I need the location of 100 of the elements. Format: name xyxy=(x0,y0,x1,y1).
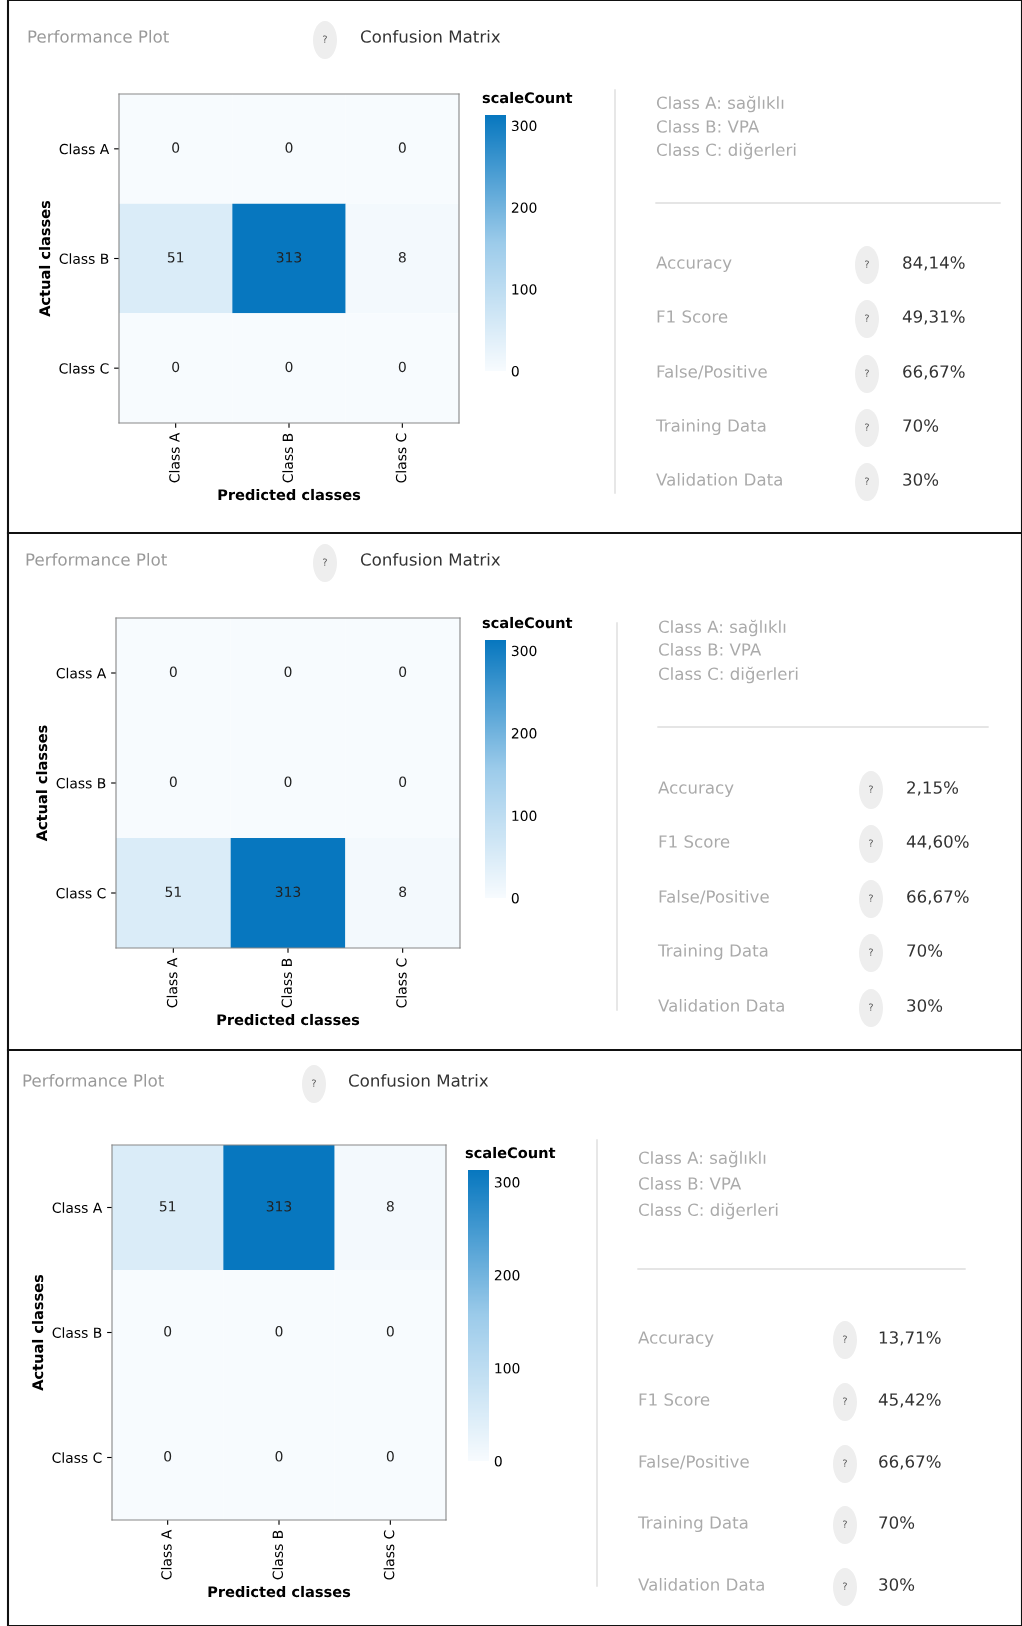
data-label: 8 xyxy=(398,252,406,263)
category-label: Training Data xyxy=(655,418,766,436)
category-label: False/Positive xyxy=(657,364,767,380)
color-bar-label: 200 xyxy=(511,202,537,213)
y-tick-label: Class B xyxy=(52,1327,102,1338)
y-tick-label: Class B xyxy=(56,777,106,789)
color-bar-label: 100 xyxy=(495,1363,520,1374)
text: 66,67% xyxy=(907,890,969,905)
y-tick-label: Class A xyxy=(59,143,110,155)
y-axis-title: Actual classes xyxy=(35,725,48,842)
color-bar-label: 100 xyxy=(512,810,537,822)
color-bar-label: 300 xyxy=(511,120,537,132)
text: Class C: diğerleri xyxy=(658,666,798,684)
text: ? xyxy=(843,1335,847,1343)
text: 66,67% xyxy=(903,365,965,380)
data-label: 0 xyxy=(399,666,407,678)
text: ? xyxy=(843,1397,847,1405)
text: 30% xyxy=(879,1578,915,1591)
y-tick-label: Class C xyxy=(56,887,106,899)
data-label: 0 xyxy=(284,776,292,788)
data-label: 0 xyxy=(275,1326,283,1337)
text: ? xyxy=(323,558,327,566)
x-tick-label: Class B xyxy=(282,433,294,483)
text: 66,67% xyxy=(879,1455,941,1470)
data-label: 0 xyxy=(398,361,406,373)
y-tick-label: Class A xyxy=(52,1202,103,1213)
chart-title: Confusion Matrix xyxy=(360,29,501,43)
data-label: 313 xyxy=(266,1201,292,1212)
text: ? xyxy=(312,1079,316,1087)
data-label: 0 xyxy=(172,142,180,153)
x-axis-title: Predicted classes xyxy=(208,1585,351,1598)
x-tick-label: Class C xyxy=(383,1530,395,1580)
text: ? xyxy=(869,839,873,847)
x-tick-label: Class A xyxy=(166,957,178,1008)
text: ? xyxy=(843,1520,847,1528)
color-bar-title: scaleCount xyxy=(482,91,573,104)
y-tick-label: Class B xyxy=(59,253,109,264)
x-tick-label: Class C xyxy=(395,433,407,483)
text: 70% xyxy=(879,1516,915,1529)
x-tick-label: Class B xyxy=(281,958,293,1008)
y-tick-label: Class C xyxy=(52,1452,102,1463)
data-label: 51 xyxy=(167,252,184,263)
data-label: 313 xyxy=(275,886,301,898)
category-label: Validation Data xyxy=(656,472,782,486)
color-bar-label: 0 xyxy=(511,892,519,904)
data-label: 0 xyxy=(169,776,177,788)
text: 2,15% xyxy=(907,781,959,796)
x-tick-label: Class B xyxy=(272,1530,284,1580)
text: 13,71% xyxy=(879,1331,941,1346)
data-label: 0 xyxy=(386,1451,394,1462)
data-label: 0 xyxy=(386,1326,394,1337)
text: Class A: sağlıklı xyxy=(656,95,784,113)
data-label: 51 xyxy=(159,1201,176,1212)
chart-title: Confusion Matrix xyxy=(360,552,501,566)
text: Performance Plot xyxy=(28,29,169,43)
data-label: 0 xyxy=(398,142,406,153)
y-tick-label: Class C xyxy=(59,362,109,374)
color-bar-label: 200 xyxy=(511,728,537,739)
data-label: 0 xyxy=(169,666,177,678)
text: Class C: diğerleri xyxy=(656,142,796,160)
text: ? xyxy=(869,1003,873,1011)
category-label: Training Data xyxy=(637,1515,748,1533)
category-label: False/Positive xyxy=(639,1454,749,1470)
text: 30% xyxy=(903,473,939,486)
data-label: 0 xyxy=(399,776,407,788)
text: Class A: sağlıklı xyxy=(638,1150,766,1168)
text: 49,31% xyxy=(902,310,965,325)
text: Performance Plot xyxy=(26,552,167,566)
category-label: False/Positive xyxy=(659,889,769,905)
text: ? xyxy=(865,260,869,268)
color-bar-label: 0 xyxy=(494,1455,502,1467)
data-label: 8 xyxy=(399,886,407,898)
data-label: 51 xyxy=(165,886,181,898)
text: 45,42% xyxy=(878,1393,941,1408)
color-bar-label: 300 xyxy=(511,645,537,657)
text: ? xyxy=(869,948,873,956)
color-bar-label: 100 xyxy=(512,284,537,295)
data-label: 0 xyxy=(275,1451,283,1462)
x-axis-title: Predicted classes xyxy=(218,488,361,501)
x-tick-label: Class C xyxy=(395,958,407,1008)
text: ? xyxy=(865,423,869,431)
color-bar-label: 0 xyxy=(511,365,519,377)
text: ? xyxy=(323,35,327,43)
text: Class B: VPA xyxy=(638,1176,742,1190)
data-label: 0 xyxy=(164,1451,172,1462)
text: 70% xyxy=(903,419,939,432)
data-label: 0 xyxy=(285,361,293,373)
x-tick-label: Class A xyxy=(168,432,180,483)
text: 84,14% xyxy=(903,256,965,271)
y-axis-title: Actual classes xyxy=(38,200,51,317)
category-label: Training Data xyxy=(657,943,768,961)
data-label: 0 xyxy=(164,1326,172,1337)
text: ? xyxy=(865,314,869,322)
text: ? xyxy=(865,369,869,377)
color-bar-label: 200 xyxy=(494,1270,520,1281)
category-label: Accuracy xyxy=(638,1331,714,1348)
category-label: F1 Score xyxy=(639,1393,710,1406)
color-bar-title: scaleCount xyxy=(465,1146,556,1159)
data-label: 8 xyxy=(386,1201,394,1212)
category-label: Validation Data xyxy=(638,1577,764,1591)
